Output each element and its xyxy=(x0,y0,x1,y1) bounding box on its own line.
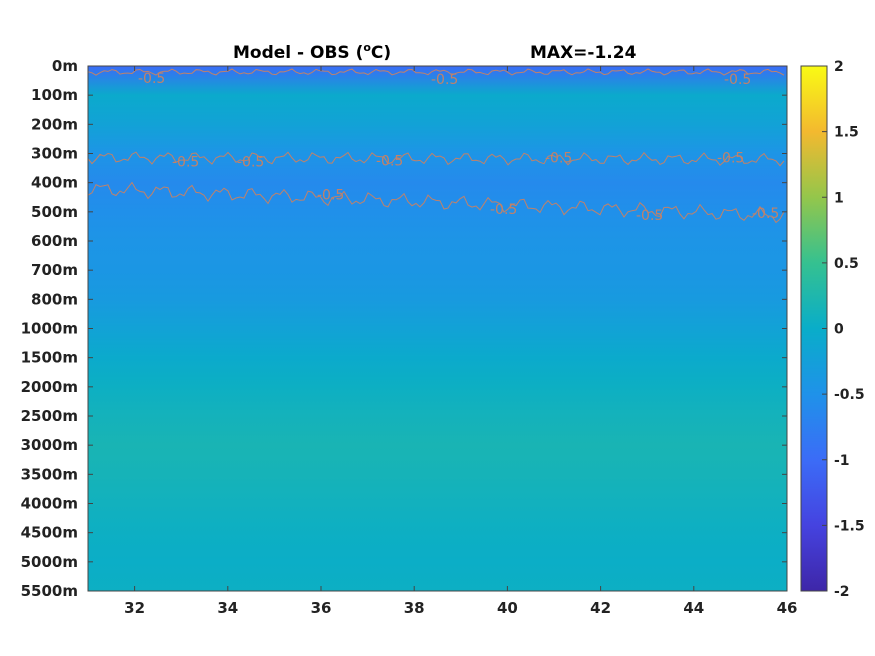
y-tick-label: 100m xyxy=(31,86,78,104)
contour-label: -0.5 xyxy=(138,71,165,87)
y-tick-label: 400m xyxy=(31,174,78,192)
contour-label: -0.5 xyxy=(376,154,403,170)
contour-label: -0.5 xyxy=(724,72,751,88)
x-tick-label: 34 xyxy=(217,599,238,617)
y-tick-label: 3000m xyxy=(21,436,78,454)
contour-line-lower xyxy=(88,181,785,224)
depth-field xyxy=(88,66,787,591)
y-tick-label: 600m xyxy=(31,232,78,250)
colorbar: 2 1.5 1 0.5 0 -0.5 -1 -1.5 -2 xyxy=(800,59,865,600)
colorbar-tick-label: 1 xyxy=(834,190,844,206)
y-tick-label: 2500m xyxy=(21,407,78,425)
colorbar-tick-label: -0.5 xyxy=(834,387,865,403)
y-tick-label: 300m xyxy=(31,145,78,163)
y-tick-label: 200m xyxy=(31,115,78,133)
contour-line-surface xyxy=(88,68,785,76)
x-tick-label: 42 xyxy=(590,599,611,617)
colorbar-tick-label: -1.5 xyxy=(834,518,865,534)
depth-bands xyxy=(88,66,787,591)
colorbar-tick-label: -2 xyxy=(834,584,850,600)
x-axis: 32 34 36 38 40 42 44 46 xyxy=(124,66,797,617)
contour-label: -0.5 xyxy=(431,72,458,88)
y-tick-label: 4000m xyxy=(21,495,78,513)
title-max: MAX=-1.24 xyxy=(530,43,637,63)
y-tick-label: 5000m xyxy=(21,553,78,571)
contour-label: -0.5 xyxy=(752,206,779,222)
y-tick-label: 3500m xyxy=(21,465,78,483)
y-tick-label: 0m xyxy=(52,57,78,75)
contour-label: -0.5 xyxy=(237,155,264,171)
contour-label: -0.5 xyxy=(172,155,199,171)
y-tick-label: 500m xyxy=(31,203,78,221)
y-tick-label: 800m xyxy=(31,290,78,308)
y-tick-label: 700m xyxy=(31,261,78,279)
contour-label: -0.5 xyxy=(717,151,744,167)
colorbar-tick-label: -1 xyxy=(834,453,850,469)
x-tick-label: 40 xyxy=(497,599,518,617)
plot-area: -0.5 -0.5 -0.5 -0.5 -0.5 -0.5 -0.5 -0.5 -0.5 -0.5… xyxy=(88,66,787,591)
contour-label: -0.5 xyxy=(490,202,517,218)
contour-lines: -0.5 -0.5 -0.5 -0.5 -0.5 -0.5 -0.5 -0.5 -0.5 -0.5… xyxy=(88,68,785,224)
colorbar-tick-label: 1.5 xyxy=(834,125,859,141)
chart-title: Model - OBS (oC) MAX=-1.24 xyxy=(233,41,637,63)
y-tick-label: 1000m xyxy=(21,320,78,338)
contour-label: -0.5 xyxy=(636,208,663,224)
colorbar-tick-label: 0.5 xyxy=(834,256,859,272)
title-left: Model - OBS (oC) xyxy=(233,41,391,63)
y-tick-label: 5500m xyxy=(21,582,78,600)
x-tick-label: 36 xyxy=(311,599,332,617)
contour-label: -0.5 xyxy=(317,188,344,204)
y-tick-label: 1500m xyxy=(21,349,78,367)
x-tick-label: 38 xyxy=(404,599,425,617)
x-tick-label: 32 xyxy=(124,599,145,617)
x-tick-label: 46 xyxy=(777,599,798,617)
contour-line-upper xyxy=(88,151,785,167)
y-tick-label: 2000m xyxy=(21,378,78,396)
x-tick-label: 44 xyxy=(683,599,704,617)
colorbar-tick-label: 2 xyxy=(834,59,844,75)
contour-label: -0.5 xyxy=(545,151,572,167)
y-axis: 0m 100m 200m 300m 400m 500m 600m 700m 800m 1000m 1… xyxy=(21,57,787,600)
colorbar-tick-label: 0 xyxy=(834,322,844,338)
y-tick-label: 4500m xyxy=(21,524,78,542)
colorbar-ticks: 2 1.5 1 0.5 0 -0.5 -1 -1.5 -2 xyxy=(822,59,865,600)
